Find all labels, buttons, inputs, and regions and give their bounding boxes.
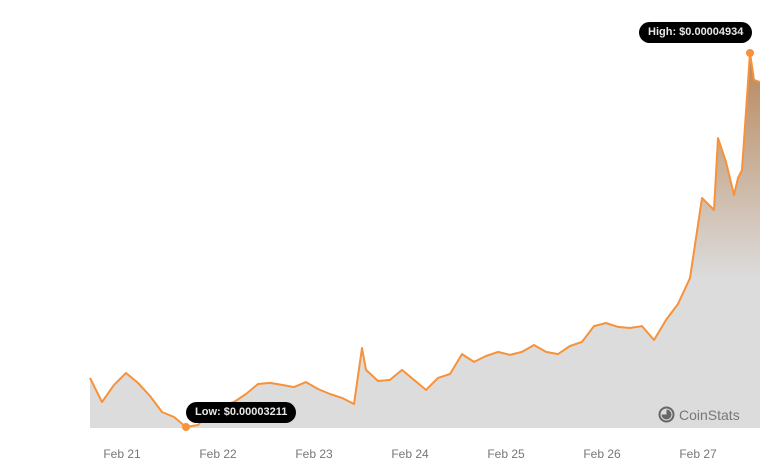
coinstats-logo: CoinStats [658,406,740,423]
low-price-label: Low: $0.00003211 [186,402,297,423]
x-tick-label: Feb 23 [295,447,333,461]
high-point-marker [746,49,754,57]
high-price-label: High: $0.00004934 [639,22,753,43]
brand-name: CoinStats [679,406,740,423]
pie-chart-logo-icon [658,406,675,423]
low-point-marker [182,423,190,431]
price-area [90,53,760,428]
x-tick-label: Feb 27 [679,447,717,461]
x-tick-label: Feb 25 [487,447,525,461]
x-tick-label: Feb 24 [391,447,429,461]
x-tick-label: Feb 26 [583,447,621,461]
x-tick-label: Feb 22 [199,447,237,461]
x-tick-label: Feb 21 [103,447,141,461]
